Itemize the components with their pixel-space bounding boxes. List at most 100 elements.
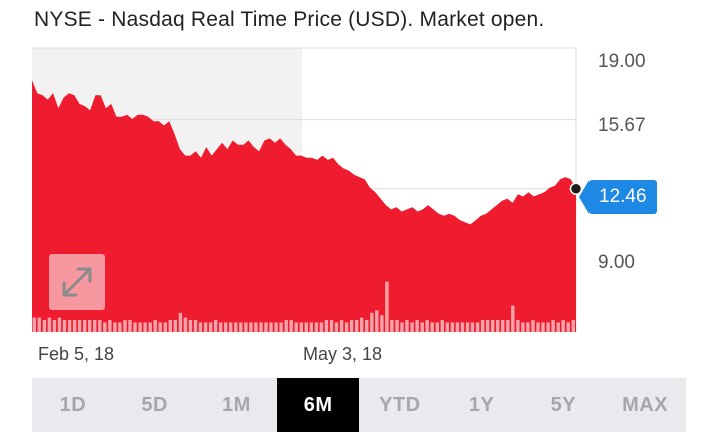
expand-chart-button[interactable] [49, 254, 105, 310]
volume-bar [511, 305, 515, 332]
volume-bar [405, 320, 409, 332]
volume-bar [561, 320, 565, 332]
volume-bar [526, 322, 530, 332]
volume-bar [531, 320, 535, 332]
volume-bar [93, 320, 97, 332]
volume-bar [339, 320, 344, 332]
volume-bar [395, 320, 399, 332]
xtick-label: Feb 5, 18 [38, 344, 115, 364]
page-title: NYSE - Nasdaq Real Time Price (USD). Mar… [34, 8, 545, 31]
volume-bar [143, 322, 147, 332]
volume-bar [158, 322, 162, 332]
volume-bar [319, 322, 324, 332]
range-tab-6m[interactable]: 6M [277, 378, 359, 432]
volume-bar [57, 317, 62, 332]
volume-bar [123, 320, 127, 332]
volume-bar [485, 320, 490, 332]
volume-bar [244, 322, 248, 332]
volume-bar [103, 322, 107, 332]
volume-bar [264, 322, 268, 332]
volume-bar [566, 322, 570, 332]
volume-bar [445, 322, 449, 332]
xtick-label: May 3, 18 [303, 344, 383, 364]
volume-bar [148, 322, 152, 332]
volume-bar [229, 322, 233, 332]
expand-diagonal-icon [62, 267, 92, 297]
ytick-label: 19.00 [598, 51, 646, 72]
volume-bar [198, 322, 203, 332]
volume-bar [410, 322, 414, 332]
volume-bar [98, 320, 102, 332]
volume-bar [314, 322, 319, 332]
volume-bar [496, 320, 500, 332]
volume-bar [153, 320, 157, 332]
volume-bar [113, 322, 117, 332]
volume-bar [541, 322, 545, 332]
volume-bar [294, 322, 298, 332]
range-tab-1y[interactable]: 1Y [468, 393, 495, 416]
price-area-series [32, 80, 576, 332]
volume-bar [239, 322, 243, 332]
volume-bar [344, 322, 349, 332]
volume-bar [279, 322, 283, 332]
ytick-label: 9.00 [598, 252, 635, 273]
volume-bar [42, 320, 47, 332]
volume-bar [193, 320, 198, 332]
volume-bar [415, 320, 419, 332]
volume-bar [77, 320, 82, 332]
range-tab-1d[interactable]: 1D [59, 393, 87, 416]
volume-bar [571, 320, 575, 332]
volume-bar [355, 320, 359, 332]
volume-bar [67, 320, 72, 332]
volume-bar [491, 320, 495, 332]
volume-bar [324, 320, 329, 332]
volume-bar [203, 322, 208, 332]
volume-bar [304, 322, 308, 332]
volume-bar [400, 322, 404, 332]
range-tab-max[interactable]: MAX [622, 393, 669, 416]
volume-bar [289, 320, 293, 332]
volume-bar [72, 320, 77, 332]
ytick-label: 15.67 [598, 115, 646, 136]
volume-bar [385, 281, 389, 332]
volume-bar [138, 322, 142, 332]
volume-bar [370, 312, 374, 332]
volume-bar [470, 322, 475, 332]
volume-bar [375, 310, 379, 332]
volume-bar [178, 312, 183, 332]
volume-bar [546, 322, 550, 332]
volume-bar [329, 320, 334, 332]
volume-bar [224, 322, 228, 332]
volume-bar [465, 322, 470, 332]
volume-bar [380, 315, 384, 332]
volume-bar [284, 320, 288, 332]
volume-bar [118, 322, 122, 332]
volume-bar [430, 322, 434, 332]
volume-bar [52, 320, 57, 332]
range-tab-ytd[interactable]: YTD [379, 393, 421, 416]
volume-bar [188, 320, 193, 332]
volume-bar [435, 322, 439, 332]
price-chart[interactable]: 19.00 15.67 9.00 Feb 5, 18 May 3, 18 12.… [0, 0, 720, 370]
volume-bar [536, 322, 540, 332]
volume-bar [365, 320, 369, 332]
range-tab-5d[interactable]: 5D [141, 393, 168, 416]
volume-bar [425, 320, 429, 332]
range-tab-1m[interactable]: 1M [221, 393, 251, 416]
volume-bar [475, 322, 480, 332]
volume-bar [521, 322, 525, 332]
volume-bar [128, 320, 132, 332]
volume-bar [213, 320, 218, 332]
volume-bar [208, 322, 213, 332]
volume-bar [47, 317, 52, 332]
volume-bar [501, 320, 505, 332]
volume-bar [183, 317, 188, 332]
volume-bar [219, 322, 223, 332]
volume-bar [390, 320, 394, 332]
volume-bar [460, 322, 465, 332]
range-tab-5y[interactable]: 5Y [550, 393, 577, 416]
volume-bar [480, 320, 485, 332]
volume-bar [455, 322, 460, 332]
volume-bar [309, 322, 313, 332]
volume-bar [62, 320, 67, 332]
